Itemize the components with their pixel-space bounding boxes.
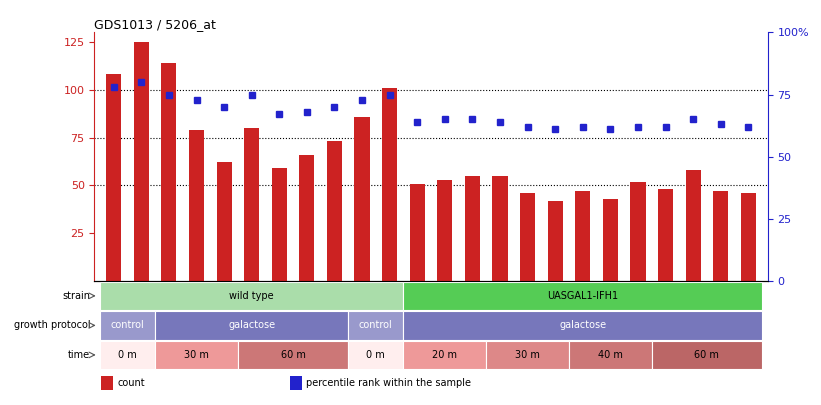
Text: percentile rank within the sample: percentile rank within the sample <box>306 378 471 388</box>
Bar <box>576 191 590 281</box>
Bar <box>161 63 177 281</box>
Bar <box>348 341 403 369</box>
Bar <box>134 42 149 281</box>
Bar <box>327 141 342 281</box>
Bar <box>658 189 673 281</box>
Text: galactose: galactose <box>228 320 275 330</box>
Bar <box>403 311 762 339</box>
Text: 40 m: 40 m <box>598 350 623 360</box>
Bar <box>520 193 535 281</box>
Bar <box>101 377 113 390</box>
Text: growth protocol: growth protocol <box>14 320 90 330</box>
Text: 0 m: 0 m <box>366 350 385 360</box>
Bar <box>438 180 452 281</box>
Bar <box>155 341 238 369</box>
Bar <box>652 341 762 369</box>
Text: time: time <box>68 350 90 360</box>
Bar <box>410 183 424 281</box>
Bar <box>486 341 569 369</box>
Bar <box>403 341 486 369</box>
Text: GDS1013 / 5206_at: GDS1013 / 5206_at <box>94 18 216 31</box>
Bar <box>348 311 403 339</box>
Bar <box>603 199 618 281</box>
Bar <box>189 130 204 281</box>
Text: 30 m: 30 m <box>515 350 540 360</box>
Text: control: control <box>111 320 144 330</box>
Bar <box>155 311 348 339</box>
Bar <box>217 162 232 281</box>
Bar <box>272 168 287 281</box>
Bar <box>300 155 314 281</box>
Bar <box>548 201 562 281</box>
Text: count: count <box>118 378 145 388</box>
Bar <box>100 311 155 339</box>
Bar <box>569 341 652 369</box>
Bar <box>106 75 122 281</box>
Bar <box>290 377 302 390</box>
Bar <box>631 181 645 281</box>
Bar <box>493 176 507 281</box>
Bar <box>244 128 259 281</box>
Text: 20 m: 20 m <box>433 350 457 360</box>
Bar <box>686 170 701 281</box>
Text: UASGAL1-IFH1: UASGAL1-IFH1 <box>548 291 618 301</box>
Bar <box>713 191 728 281</box>
Bar <box>355 117 369 281</box>
Bar <box>465 176 480 281</box>
Bar <box>238 341 348 369</box>
Bar <box>741 193 756 281</box>
Text: strain: strain <box>62 291 90 301</box>
Text: 60 m: 60 m <box>281 350 305 360</box>
Text: 30 m: 30 m <box>184 350 209 360</box>
Bar <box>100 282 403 310</box>
Text: galactose: galactose <box>559 320 607 330</box>
Bar <box>100 341 155 369</box>
Text: control: control <box>359 320 392 330</box>
Text: 0 m: 0 m <box>118 350 137 360</box>
Text: wild type: wild type <box>229 291 274 301</box>
Bar <box>403 282 762 310</box>
Text: 60 m: 60 m <box>695 350 719 360</box>
Bar <box>382 88 397 281</box>
